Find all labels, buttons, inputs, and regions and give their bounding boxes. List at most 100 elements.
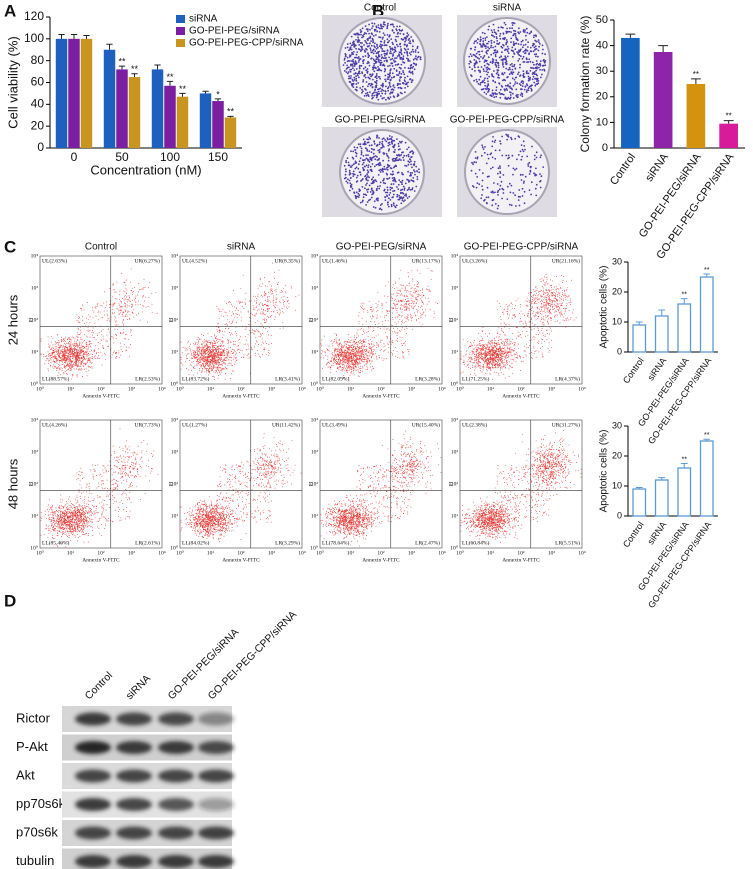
y-axis-label: PI	[448, 317, 454, 322]
x-tick-label: 10³	[548, 550, 556, 556]
x-tick-label: 10⁰	[316, 549, 325, 556]
flow-events	[320, 430, 442, 547]
error-bar	[723, 120, 734, 124]
plate-label: GO-PEI-PEG/siRNA	[335, 115, 426, 126]
error-bar	[214, 98, 222, 102]
quadrant-label: UL(2.63%)	[42, 257, 67, 264]
error-bar	[179, 92, 186, 97]
y-tick-label: 10²	[451, 481, 459, 487]
colonies	[343, 134, 421, 211]
legend-label: GO-PEI-PEG/siRNA	[189, 26, 280, 37]
y-tick-label: 10⁴	[31, 417, 39, 423]
y-tick-label: 120	[24, 9, 44, 23]
legend-label: GO-PEI-PEG-CPP/siRNA	[189, 38, 304, 49]
blot-band	[75, 855, 111, 868]
y-axis-label: PI	[168, 317, 174, 322]
x-tick-label: 10²	[97, 550, 105, 556]
error-bar	[635, 321, 643, 325]
bar	[719, 123, 738, 148]
x-axis-label: Annexin V-FITC	[222, 393, 260, 399]
blot-band	[75, 769, 111, 783]
error-bar	[58, 33, 65, 39]
lane-label: siRNA	[124, 673, 154, 703]
blot-band	[158, 741, 194, 754]
y-tick-label: 10	[596, 116, 608, 128]
error-bar	[635, 487, 643, 489]
bar	[632, 324, 647, 353]
error-bar	[227, 115, 234, 118]
flow-column-title: Control	[85, 242, 117, 253]
x-tick-label: 10³	[408, 386, 416, 392]
x-tick-label: 10⁴	[578, 550, 586, 556]
error-bar	[166, 80, 174, 86]
error-bar	[118, 65, 126, 70]
y-tick-label: 10²	[451, 317, 459, 323]
y-tick-label: 30	[612, 256, 622, 266]
y-tick-label: 10¹	[171, 513, 179, 519]
blot-band	[198, 712, 234, 726]
bar	[176, 96, 189, 148]
y-tick-label: 10⁰	[30, 380, 39, 387]
plate-label: GO-PEI-PEG-CPP/siRNA	[450, 115, 565, 126]
plate	[464, 129, 550, 215]
panel-letter: A	[4, 1, 16, 20]
y-tick-label: 10¹	[311, 513, 319, 519]
y-tick-label: 10³	[31, 449, 39, 455]
flow-plot	[319, 419, 443, 549]
flow-plot	[179, 255, 303, 385]
y-tick-label: 20	[612, 450, 622, 460]
y-tick-label: 60	[31, 75, 45, 89]
x-tick-label: 10¹	[207, 386, 215, 392]
y-tick-label: 30	[612, 420, 622, 430]
x-tick-label: 10⁰	[456, 549, 465, 556]
flow-events	[460, 430, 582, 545]
error-bar	[658, 477, 666, 480]
lane-label: Control	[83, 670, 115, 702]
x-tick-label: 10¹	[207, 550, 215, 556]
legend-swatch	[176, 27, 185, 35]
error-bar	[680, 463, 688, 468]
flow-events	[40, 268, 158, 380]
blot-band	[75, 798, 111, 811]
y-tick-label: 10²	[171, 481, 179, 487]
bar	[224, 117, 237, 148]
x-tick-label: 10⁴	[298, 550, 306, 556]
bar	[653, 52, 673, 148]
y-tick-label: 80	[31, 53, 45, 67]
x-axis-label: Annexin V-FITC	[82, 393, 120, 399]
significance-label: **	[179, 84, 187, 94]
error-bar	[658, 309, 666, 316]
bar	[677, 467, 692, 517]
y-tick-label: 20	[31, 118, 45, 132]
x-axis-label: Annexin V-FITC	[362, 557, 400, 563]
y-axis-label: Apoptotic cells (%)	[599, 266, 610, 349]
error-bar	[154, 64, 161, 70]
quadrant-label: UL(3.49%)	[322, 421, 347, 428]
bar	[632, 488, 647, 517]
x-tick-label: 10¹	[487, 386, 495, 392]
quadrant-label: UR(7.73%)	[134, 421, 160, 428]
y-tick-label: 10⁴	[171, 417, 179, 423]
bar	[116, 69, 128, 148]
blot-band	[198, 741, 234, 754]
x-tick-label: 10²	[237, 386, 245, 392]
bar	[164, 85, 176, 148]
y-tick-label: 40	[596, 40, 608, 52]
blot-band	[198, 826, 234, 840]
flow-events	[40, 428, 159, 548]
x-tick-label: 10⁴	[158, 550, 166, 556]
quadrant-label: LR(3.41%)	[275, 375, 300, 382]
y-tick-label: 10⁴	[311, 417, 319, 423]
error-bar	[703, 438, 711, 441]
y-tick-label: 10³	[31, 285, 39, 291]
flow-events	[460, 274, 577, 380]
y-tick-label: 10²	[171, 317, 179, 323]
blot-band	[116, 826, 152, 840]
y-tick-label: 10⁰	[170, 544, 179, 551]
x-tick-label: 150	[208, 150, 228, 164]
x-tick-label: 10³	[548, 386, 556, 392]
y-tick-label: 10⁰	[30, 544, 39, 551]
blot-band	[158, 855, 194, 868]
y-tick-label: 20	[596, 91, 608, 103]
x-tick-label: siRNA	[646, 356, 669, 383]
